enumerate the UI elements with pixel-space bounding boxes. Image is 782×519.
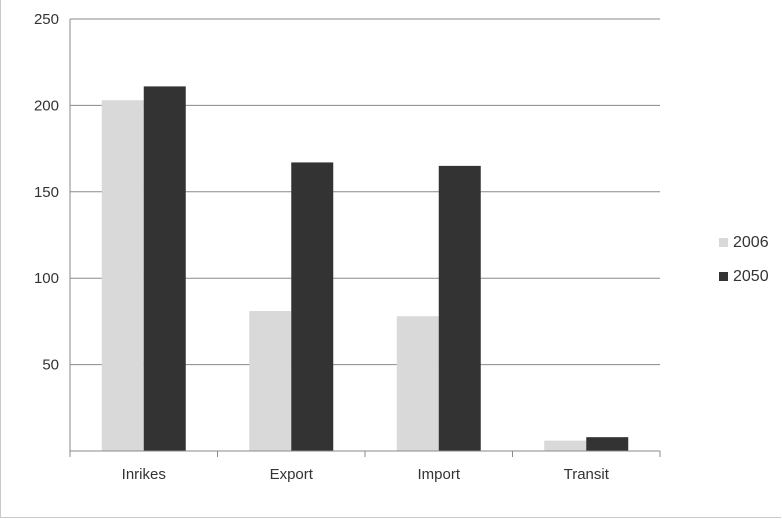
y-tick-label: 200: [34, 97, 59, 114]
x-tick-label: Import: [417, 466, 460, 483]
y-tick-label: 250: [34, 11, 59, 28]
bar-inrikes-2006: [101, 100, 144, 451]
bar-inrikes-2050: [143, 86, 186, 451]
legend-swatch-2050: [719, 272, 728, 281]
legend: 2006 2050: [719, 234, 769, 285]
y-tick-label: 150: [34, 184, 59, 201]
y-tick-label: 50: [42, 357, 59, 374]
x-tick-label: Transit: [564, 466, 610, 483]
bar-transit-2006: [544, 440, 587, 451]
y-axis: 50 100 150 200 250: [34, 11, 71, 451]
bar-import-2006: [396, 316, 439, 451]
legend-swatch-2006: [719, 238, 728, 247]
x-tick-label: Export: [270, 466, 314, 483]
bar-import-2050: [438, 165, 481, 451]
bar-transit-2050: [586, 437, 629, 451]
x-axis: Inrikes Export Import Transit: [69, 450, 661, 483]
bars: [101, 86, 629, 451]
legend-label-2050: 2050: [733, 268, 769, 285]
bar-export-2050: [291, 162, 334, 451]
legend-label-2006: 2006: [733, 234, 769, 251]
bar-export-2006: [249, 311, 292, 451]
x-tick-label: Inrikes: [122, 466, 166, 483]
y-tick-label: 100: [34, 270, 59, 287]
